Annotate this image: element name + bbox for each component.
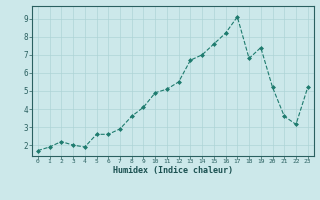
X-axis label: Humidex (Indice chaleur): Humidex (Indice chaleur) bbox=[113, 166, 233, 175]
